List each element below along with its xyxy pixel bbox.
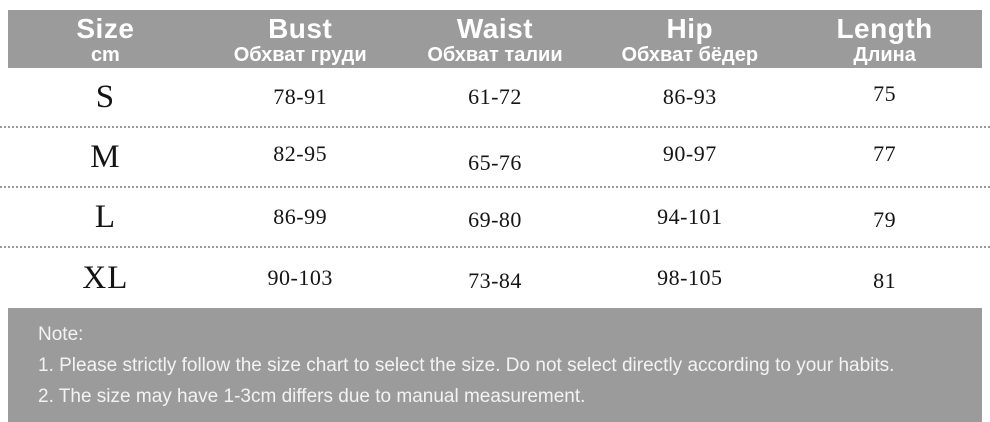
note-line-2: 2. The size may have 1-3cm differs due t…: [38, 386, 586, 407]
table-row-s: S 78-91 61-72 86-93 75: [0, 68, 990, 128]
cell-hip: 86-93: [662, 84, 717, 109]
header-bust-en: Bust: [268, 12, 333, 44]
header-length-en: Length: [836, 12, 933, 44]
note-title: Note:: [38, 324, 84, 345]
header-cell-size: Size cm: [8, 12, 203, 66]
table-row-xl: XL 90-103 73-84 98-105 81: [0, 248, 990, 308]
cell-bust: 82-95: [273, 141, 328, 166]
header-size-en: Size: [76, 12, 135, 44]
header-cell-hip: Hip Обхват бёдер: [592, 12, 787, 66]
header-bust-ru: Обхват груди: [233, 44, 367, 67]
cell-waist: 69-80: [468, 207, 522, 232]
note-panel: Note: 1. Please strictly follow the size…: [8, 308, 982, 422]
cell-waist: 61-72: [468, 84, 522, 109]
cell-waist: 73-84: [468, 268, 522, 293]
header-waist-ru: Обхват талии: [427, 44, 563, 67]
cell-waist: 65-76: [468, 150, 522, 175]
cell-size: S: [95, 78, 116, 115]
header-waist-en: Waist: [456, 12, 534, 44]
cell-bust: 90-103: [267, 265, 333, 290]
table-row-l: L 86-99 69-80 94-101 79: [0, 188, 990, 248]
table-header: Size cm Bust Обхват груди Waist Обхват т…: [8, 10, 982, 68]
header-length-ru: Длина: [853, 44, 916, 67]
header-hip-en: Hip: [666, 12, 714, 44]
cell-size: L: [94, 198, 116, 235]
table-body: S 78-91 61-72 86-93 75 M 82-95 65-76 90-…: [0, 68, 990, 308]
header-hip-ru: Обхват бёдер: [621, 44, 759, 67]
cell-size: M: [90, 138, 121, 175]
cell-hip: 98-105: [657, 265, 723, 290]
header-cell-waist: Waist Обхват талии: [398, 12, 593, 66]
cell-length: 77: [873, 141, 897, 166]
cell-length: 81: [873, 268, 897, 293]
header-size-unit: cm: [90, 44, 120, 67]
cell-size: XL: [82, 259, 129, 296]
cell-hip: 90-97: [662, 141, 717, 166]
cell-bust: 86-99: [273, 204, 328, 229]
header-cell-bust: Bust Обхват груди: [203, 12, 398, 66]
header-cell-length: Length Длина: [787, 12, 982, 66]
cell-hip: 94-101: [657, 204, 723, 229]
cell-length: 79: [873, 207, 897, 232]
cell-length: 75: [873, 81, 897, 106]
cell-bust: 78-91: [273, 84, 328, 109]
note-line-1: 1. Please strictly follow the size chart…: [38, 355, 895, 376]
table-row-m: M 82-95 65-76 90-97 77: [0, 128, 990, 188]
